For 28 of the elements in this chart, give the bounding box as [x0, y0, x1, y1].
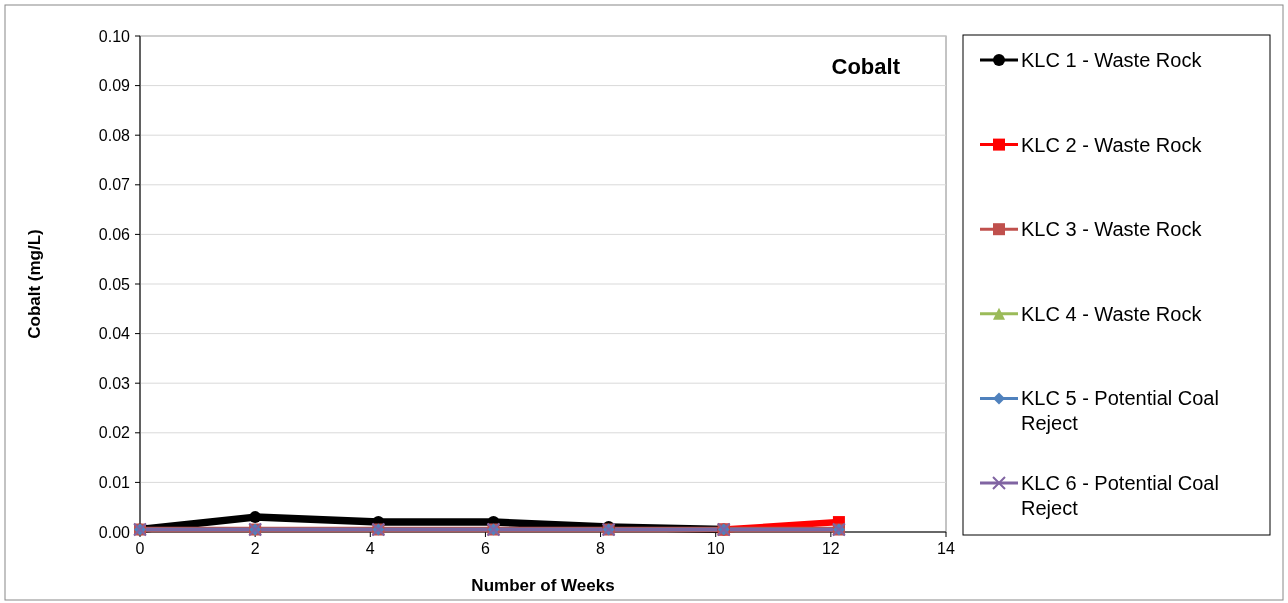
x-tick-label: 8 [596, 540, 606, 557]
legend-label: KLC 5 - Potential Coal Reject [1021, 387, 1219, 435]
x-tick-label: 10 [706, 540, 725, 557]
y-tick-label: 0.06 [98, 226, 131, 243]
y-axis-title: Cobalt (mg/L) [25, 229, 44, 339]
y-tick-label: 0.00 [98, 523, 131, 541]
legend-label: KLC 6 - Potential Coal Reject [1021, 472, 1219, 519]
x-tick-label: 14 [937, 540, 955, 557]
x-tick-label: 0 [135, 540, 145, 557]
y-tick-label: 0.04 [98, 325, 131, 343]
text: Cobalt [831, 54, 901, 79]
x-tick-label: 12 [821, 540, 840, 557]
y-tick-label: 0.07 [98, 176, 131, 194]
legend-label: KLC 2 - Waste Rock [1021, 133, 1203, 156]
y-tick-label: 0.05 [98, 275, 131, 293]
x-tick-label: 4 [365, 540, 375, 557]
y-tick-label: 0.10 [98, 27, 131, 45]
y-tick-label: 0.09 [98, 77, 131, 95]
x-tick-label: 2 [250, 540, 260, 557]
x-tick-label: 6 [480, 540, 490, 557]
legend-label: KLC 3 - Waste Rock [1021, 218, 1203, 241]
y-tick-label: 0.01 [98, 474, 131, 491]
legend-label: KLC 1 - Waste Rock [1021, 49, 1203, 71]
y-tick-label: 0.08 [98, 126, 131, 144]
y-tick-label: 0.03 [98, 374, 131, 392]
legend-label: KLC 4 - Waste Rock [1021, 302, 1203, 325]
x-axis-title: Number of Weeks [471, 576, 615, 595]
y-tick-label: 0.02 [98, 424, 131, 442]
